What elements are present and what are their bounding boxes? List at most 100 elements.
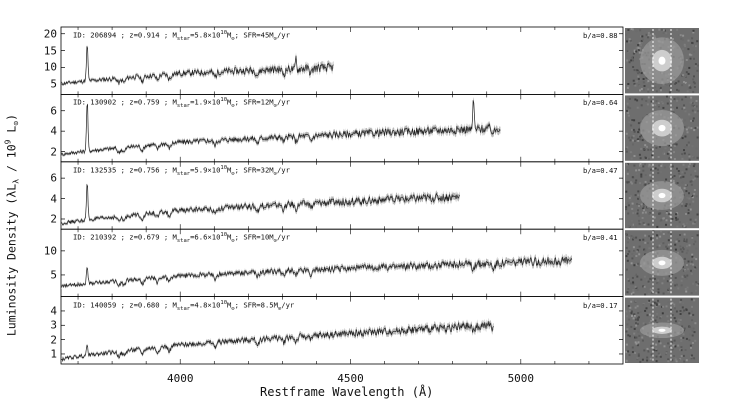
cutout-noise — [626, 40, 628, 43]
cutout-noise — [639, 182, 642, 185]
cutout-noise — [638, 202, 641, 205]
y-tick-label: 10 — [43, 244, 57, 258]
cutout-noise — [637, 316, 640, 319]
cutout-noise — [685, 190, 688, 193]
cutout-noise — [693, 189, 696, 191]
cutout-noise — [651, 317, 654, 320]
galaxy-core — [658, 56, 666, 65]
cutout-noise — [692, 327, 695, 330]
cutout-noise — [665, 223, 667, 226]
cutout-noise — [642, 205, 645, 208]
cutout-noise — [639, 78, 642, 81]
cutout-noise — [659, 317, 662, 320]
axis-ratio-label: b/a=0.64 — [583, 98, 618, 108]
cutout-noise — [691, 329, 694, 332]
cutout-noise — [690, 357, 693, 360]
cutout-noise — [683, 257, 686, 260]
cutout-noise — [633, 164, 636, 167]
cutout-noise — [661, 305, 663, 308]
panel-frame — [60, 296, 624, 365]
cutout-noise — [686, 286, 689, 289]
cutout-noise — [630, 181, 633, 184]
cutout-noise — [691, 236, 694, 239]
cutout-noise — [639, 157, 642, 160]
cutout-noise — [674, 243, 677, 246]
cutout-noise — [687, 212, 690, 215]
cutout-noise — [659, 235, 662, 238]
cutout-noise — [647, 223, 650, 226]
cutout-noise — [693, 299, 696, 302]
cutout-noise — [673, 305, 676, 308]
cutout-noise — [638, 219, 641, 222]
cutout-noise — [681, 325, 684, 328]
cutout-noise — [659, 342, 662, 345]
cutout-noise — [683, 238, 686, 241]
cutout-noise — [637, 44, 640, 46]
cutout-noise — [675, 240, 678, 243]
cutout-noise — [693, 45, 696, 48]
cutout-noise — [643, 85, 646, 87]
cutout-noise — [654, 103, 657, 106]
cutout-noise — [625, 206, 628, 208]
cutout-noise — [690, 346, 692, 349]
cutout-noise — [626, 259, 629, 262]
cutout-noise — [645, 33, 648, 36]
cutout-noise — [669, 247, 671, 250]
spectrum-line — [60, 100, 501, 157]
cutout-noise — [656, 234, 659, 237]
cutout-noise — [634, 181, 637, 184]
cutout-noise — [671, 176, 674, 179]
panel-annotation: ID: 206894 ; z=0.914 ; Mstar=5.8×1010M⊙;… — [73, 30, 290, 42]
cutout-noise — [627, 204, 630, 207]
cutout-noise — [649, 291, 652, 294]
cutout-noise — [685, 240, 688, 243]
cutout-noise — [676, 214, 679, 217]
cutout-noise — [631, 346, 634, 349]
cutout-noise — [633, 69, 636, 72]
cutout-noise — [681, 118, 683, 121]
cutout-noise — [678, 34, 680, 37]
cutout-noise — [636, 250, 638, 253]
y-tick-label: 5 — [50, 268, 57, 282]
cutout-noise — [643, 349, 646, 352]
cutout-noise — [655, 349, 658, 352]
cutout-noise — [663, 345, 666, 348]
cutout-noise — [632, 282, 635, 285]
cutout-noise — [643, 275, 646, 278]
cutout-noise — [662, 152, 665, 155]
cutout-noise — [657, 291, 660, 294]
cutout-noise — [673, 339, 676, 342]
cutout-noise — [673, 355, 675, 357]
cutout-noise — [674, 248, 677, 251]
cutout-noise — [650, 168, 653, 171]
cutout-noise — [687, 268, 690, 271]
cutout-noise — [627, 287, 630, 290]
cutout-noise — [647, 96, 650, 99]
cutout-noise — [683, 274, 686, 277]
cutout-noise — [660, 89, 662, 92]
cutout-noise — [629, 107, 632, 110]
cutout-noise — [684, 66, 687, 69]
cutout-noise — [655, 340, 658, 343]
cutout-noise — [695, 281, 698, 284]
cutout-noise — [648, 235, 651, 238]
cutout-noise — [650, 100, 653, 103]
spectrum-error-band — [61, 44, 334, 87]
cutout-noise — [632, 66, 635, 68]
cutout-noise — [673, 303, 676, 306]
cutout-noise — [646, 103, 649, 106]
cutout-noise — [666, 277, 669, 280]
cutout-noise — [688, 117, 691, 120]
cutout-noise — [647, 274, 650, 277]
cutout-noise — [633, 49, 636, 52]
cutout-noise — [650, 304, 653, 307]
cutout-noise — [668, 215, 671, 218]
cutout-noise — [667, 148, 670, 151]
cutout-noise — [682, 336, 685, 339]
cutout-noise — [683, 309, 686, 312]
cutout-noise — [635, 30, 638, 33]
cutout-noise — [690, 194, 693, 197]
cutout-noise — [692, 263, 695, 266]
cutout-noise — [695, 105, 698, 108]
cutout-noise — [650, 104, 653, 107]
